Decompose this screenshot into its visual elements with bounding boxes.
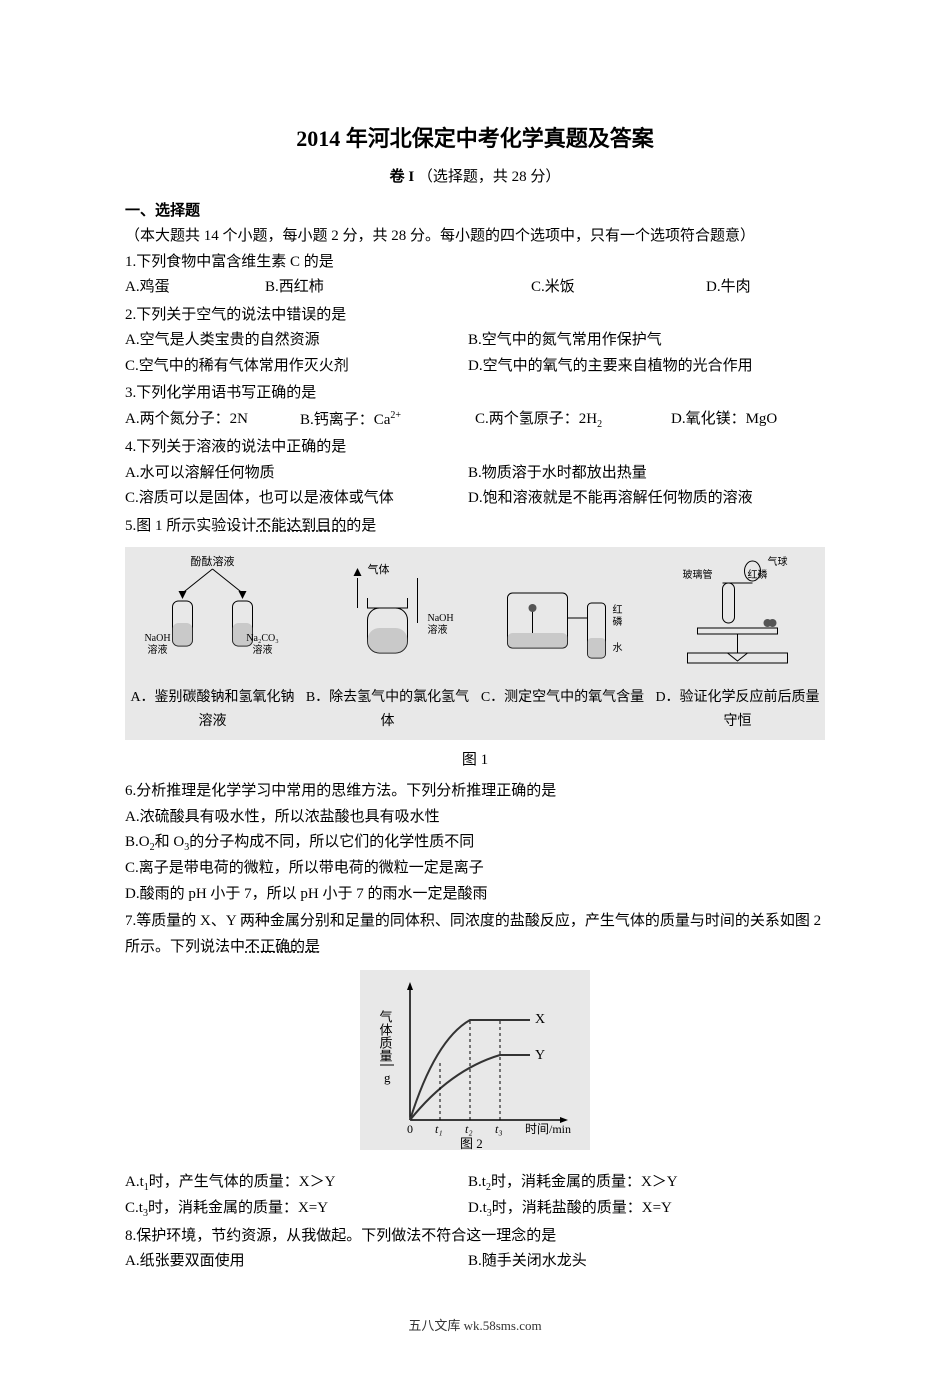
figure-1c-svg: 红 磷 水 <box>479 553 646 673</box>
q3-opt-c: C.两个氢原子：2H2 <box>475 407 671 434</box>
figure-1d: 气球 玻璃管 红磷 D．验证化学反应前后质量守恒 <box>650 553 825 733</box>
figure-1c-caption: C．测定空气中的氧气含量 <box>479 686 646 710</box>
question-3: 3.下列化学用语书写正确的是 A.两个氮分子：2N B.钙离子：Ca2+ C.两… <box>125 381 825 433</box>
page-title: 2014 年河北保定中考化学真题及答案 <box>125 120 825 157</box>
q2-text: 2.下列关于空气的说法中错误的是 <box>125 303 825 329</box>
svg-text:酚酞溶液: 酚酞溶液 <box>191 554 235 568</box>
svg-text:玻璃管: 玻璃管 <box>683 568 713 581</box>
question-8: 8.保护环境，节约资源，从我做起。下列做法不符合这一理念的是 A.纸张要双面使用… <box>125 1224 825 1275</box>
question-7: 7.等质量的 X、Y 两种金属分别和足量的同体积、同浓度的盐酸反应，产生气体的质… <box>125 909 825 1222</box>
figure-1b: 气体 NaOH 溶液 B．除去氢气中的氯化氢气体 <box>300 553 475 733</box>
question-5: 5.图 1 所示实验设计不能达到目的的是 酚酞溶液 NaOH 溶液 Na₂CO₃… <box>125 514 825 773</box>
q2-opt-b: B.空气中的氮气常用作保护气 <box>468 328 811 354</box>
svg-text:0: 0 <box>407 1122 413 1136</box>
q7-opt-b: B.t2时，消耗金属的质量：X＞Y <box>468 1170 811 1196</box>
svg-text:Na₂CO₃: Na₂CO₃ <box>246 633 279 644</box>
subtitle: 卷 I （选择题，共 28 分） <box>125 165 825 191</box>
q3-opt-a: A.两个氮分子：2N <box>125 407 300 434</box>
q2-opt-d: D.空气中的氧气的主要来自植物的光合作用 <box>468 354 811 380</box>
figure-1a-svg: 酚酞溶液 NaOH 溶液 Na₂CO₃ 溶液 <box>129 553 296 673</box>
figure-1a: 酚酞溶液 NaOH 溶液 Na₂CO₃ 溶液 A．鉴别碳酸钠和氢氧化钠溶液 <box>125 553 300 733</box>
q2-options-ab: A.空气是人类宝贵的自然资源 B.空气中的氮气常用作保护气 <box>125 328 825 354</box>
svg-text:图 2: 图 2 <box>460 1136 483 1150</box>
q3-opt-d: D.氧化镁：MgO <box>671 407 811 434</box>
q6-opt-a: A.浓硫酸具有吸水性，所以浓盐酸也具有吸水性 <box>125 805 825 831</box>
svg-text:时间/min: 时间/min <box>525 1122 571 1136</box>
q1-opt-d: D.牛肉 <box>706 275 811 301</box>
q4-text: 4.下列关于溶液的说法中正确的是 <box>125 435 825 461</box>
figure-1-container: 酚酞溶液 NaOH 溶液 Na₂CO₃ 溶液 A．鉴别碳酸钠和氢氧化钠溶液 气体 <box>125 547 825 739</box>
svg-text:X: X <box>535 1012 545 1027</box>
section-header-prefix: 一、选择题 <box>125 203 200 219</box>
q4-options-cd: C.溶质可以是固体，也可以是液体或气体 D.饱和溶液就是不能再溶解任何物质的溶液 <box>125 486 825 512</box>
figure-1-caption: 图 1 <box>125 748 825 774</box>
q1-options: A.鸡蛋 B.西红柿 C.米饭 D.牛肉 <box>125 275 825 301</box>
q4-options-ab: A.水可以溶解任何物质 B.物质溶于水时都放出热量 <box>125 461 825 487</box>
q4-opt-a: A.水可以溶解任何物质 <box>125 461 468 487</box>
q8-options-ab: A.纸张要双面使用 B.随手关闭水龙头 <box>125 1249 825 1275</box>
svg-text:溶液: 溶液 <box>428 623 448 636</box>
svg-text:NaOH: NaOH <box>428 613 454 624</box>
svg-text:水: 水 <box>613 642 623 654</box>
q8-opt-a: A.纸张要双面使用 <box>125 1249 468 1275</box>
q7-text: 7.等质量的 X、Y 两种金属分别和足量的同体积、同浓度的盐酸反应，产生气体的质… <box>125 909 825 960</box>
q4-opt-d: D.饱和溶液就是不能再溶解任何物质的溶液 <box>468 486 811 512</box>
q8-opt-b: B.随手关闭水龙头 <box>468 1249 811 1275</box>
footer: 五八文库 wk.58sms.com <box>125 1315 825 1337</box>
figure-1b-svg: 气体 NaOH 溶液 <box>304 553 471 673</box>
svg-text:t₁: t₁ <box>435 1122 443 1136</box>
svg-text:溶液: 溶液 <box>148 643 168 656</box>
q6-opt-d: D.酸雨的 pH 小于 7，所以 pH 小于 7 的雨水一定是酸雨 <box>125 882 825 908</box>
q7-options-cd: C.t3时，消耗金属的质量：X=Y D.t3时，消耗盐酸的质量：X=Y <box>125 1196 825 1222</box>
section-header: 一、选择题 （本大题共 14 个小题，每小题 2 分，共 28 分。每小题的四个选… <box>125 199 825 250</box>
subtitle-suffix: （选择题，共 28 分） <box>418 169 561 185</box>
q7-opt-a: A.t1时，产生气体的质量：X＞Y <box>125 1170 468 1196</box>
q2-opt-a: A.空气是人类宝贵的自然资源 <box>125 328 468 354</box>
subtitle-prefix: 卷 I <box>390 169 415 185</box>
q6-opt-b: B.O2和 O3的分子构成不同，所以它们的化学性质不同 <box>125 830 825 856</box>
q6-opt-c: C.离子是带电荷的微粒，所以带电荷的微粒一定是离子 <box>125 856 825 882</box>
q7-options-ab: A.t1时，产生气体的质量：X＞Y B.t2时，消耗金属的质量：X＞Y <box>125 1170 825 1196</box>
figure-2-container: 气体质量 g X Y 0 t₁ t₂ t₃ 时间/min 图 2 <box>125 970 825 1160</box>
q4-opt-b: B.物质溶于水时都放出热量 <box>468 461 811 487</box>
q1-opt-c: C.米饭 <box>531 275 706 301</box>
q6-text: 6.分析推理是化学学习中常用的思维方法。下列分析推理正确的是 <box>125 779 825 805</box>
question-1: 1.下列食物中富含维生素 C 的是 A.鸡蛋 B.西红柿 C.米饭 D.牛肉 <box>125 250 825 301</box>
figure-1d-caption: D．验证化学反应前后质量守恒 <box>654 686 821 734</box>
q1-opt-a: A.鸡蛋 <box>125 275 265 301</box>
figure-1b-caption: B．除去氢气中的氯化氢气体 <box>304 686 471 734</box>
svg-text:NaOH: NaOH <box>144 633 170 644</box>
q2-options-cd: C.空气中的稀有气体常用作灭火剂 D.空气中的氧气的主要来自植物的光合作用 <box>125 354 825 380</box>
svg-text:t₃: t₃ <box>495 1122 503 1136</box>
svg-text:Y: Y <box>535 1048 545 1063</box>
figure-1c: 红 磷 水 C．测定空气中的氧气含量 <box>475 553 650 733</box>
q7-opt-d: D.t3时，消耗盐酸的质量：X=Y <box>468 1196 811 1222</box>
svg-text:红: 红 <box>613 603 623 616</box>
q4-opt-c: C.溶质可以是固体，也可以是液体或气体 <box>125 486 468 512</box>
q7-opt-c: C.t3时，消耗金属的质量：X=Y <box>125 1196 468 1222</box>
q2-opt-c: C.空气中的稀有气体常用作灭火剂 <box>125 354 468 380</box>
question-4: 4.下列关于溶液的说法中正确的是 A.水可以溶解任何物质 B.物质溶于水时都放出… <box>125 435 825 512</box>
svg-text:气体: 气体 <box>368 562 390 576</box>
figure-2-svg: 气体质量 g X Y 0 t₁ t₂ t₃ 时间/min 图 2 <box>360 970 590 1150</box>
q1-opt-b: B.西红柿 <box>265 275 531 301</box>
q3-opt-b: B.钙离子：Ca2+ <box>300 407 475 434</box>
q5-text: 5.图 1 所示实验设计不能达到目的的是 <box>125 514 825 540</box>
q8-text: 8.保护环境，节约资源，从我做起。下列做法不符合这一理念的是 <box>125 1224 825 1250</box>
svg-text:t₂: t₂ <box>465 1122 473 1136</box>
figure-1a-caption: A．鉴别碳酸钠和氢氧化钠溶液 <box>129 686 296 734</box>
svg-text:磷: 磷 <box>613 615 623 628</box>
question-2: 2.下列关于空气的说法中错误的是 A.空气是人类宝贵的自然资源 B.空气中的氮气… <box>125 303 825 380</box>
svg-text:气球: 气球 <box>768 555 788 568</box>
section-header-suffix: （本大题共 14 个小题，每小题 2 分，共 28 分。每小题的四个选项中，只有… <box>125 228 755 244</box>
svg-text:g: g <box>384 1070 391 1085</box>
q3-text: 3.下列化学用语书写正确的是 <box>125 381 825 407</box>
q1-text: 1.下列食物中富含维生素 C 的是 <box>125 250 825 276</box>
figure-1d-svg: 气球 玻璃管 红磷 <box>654 553 821 673</box>
q3-options: A.两个氮分子：2N B.钙离子：Ca2+ C.两个氢原子：2H2 D.氧化镁：… <box>125 407 825 434</box>
svg-text:溶液: 溶液 <box>253 643 273 656</box>
question-6: 6.分析推理是化学学习中常用的思维方法。下列分析推理正确的是 A.浓硫酸具有吸水… <box>125 779 825 907</box>
svg-text:气体质量: 气体质量 <box>378 1010 393 1063</box>
